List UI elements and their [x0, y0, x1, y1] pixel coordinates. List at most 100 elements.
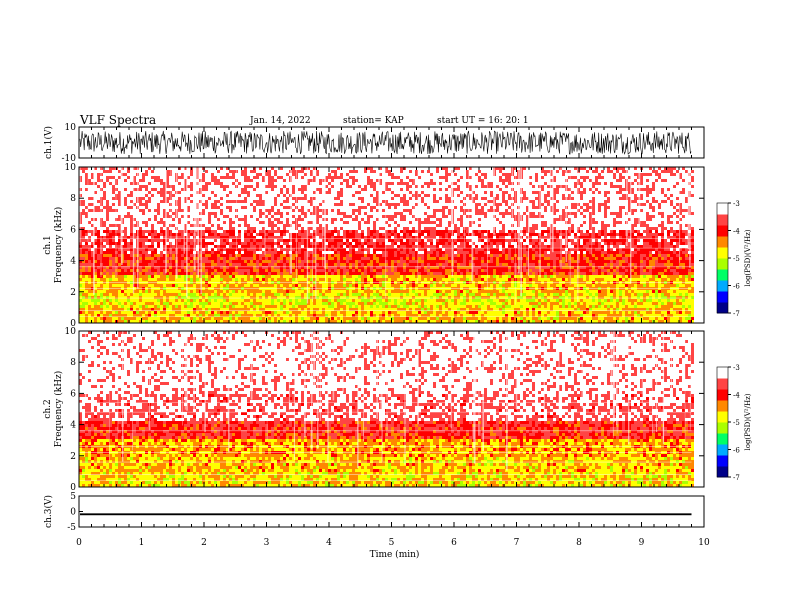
spectrogram-cell	[217, 227, 220, 230]
spectrogram-cell	[430, 191, 433, 194]
spectrogram-cell	[634, 218, 637, 221]
spectrogram-cell	[652, 170, 655, 173]
spectrogram-cell	[244, 200, 247, 203]
spectrogram-cell	[346, 224, 349, 227]
spectrogram-cell	[439, 230, 442, 233]
spectrogram-cell	[598, 185, 601, 188]
spectrogram-cell	[544, 224, 547, 227]
spectrogram-cell	[181, 218, 184, 221]
spectrogram-cell	[631, 173, 634, 176]
spectrogram-cell	[142, 185, 145, 188]
spectrogram-cell	[139, 224, 142, 227]
spectrogram-cell	[448, 194, 451, 197]
spectrogram-cell	[601, 224, 604, 227]
spectrogram-cell	[205, 188, 208, 191]
spectrogram-cell	[250, 203, 253, 206]
spectrogram-cell	[373, 176, 376, 179]
spectrogram-cell	[124, 170, 127, 173]
spectrogram-cell	[499, 203, 502, 206]
spectrogram-cell	[682, 191, 685, 194]
spectrogram-cell	[316, 197, 319, 200]
spectrogram-cell	[370, 212, 373, 215]
spectrogram-cell	[394, 203, 397, 206]
spectrogram-cell	[619, 188, 622, 191]
spectrogram-cell	[616, 212, 619, 215]
spectrogram-cell	[214, 197, 217, 200]
spectrogram-cell	[226, 218, 229, 221]
spectrogram-cell	[358, 179, 361, 182]
spectrogram-cell	[286, 224, 289, 227]
spectrogram-cell	[190, 170, 193, 173]
spectrogram-cell	[283, 179, 286, 182]
spectrogram-cell	[211, 215, 214, 218]
spectrogram-cell	[115, 206, 118, 209]
spectrogram-cell	[253, 209, 256, 212]
spectrogram-cell	[580, 227, 583, 230]
spectrogram-cell	[547, 191, 550, 194]
spectrogram-cell	[436, 194, 439, 197]
spectrogram-cell	[331, 233, 334, 236]
spectrogram-cell	[256, 239, 259, 242]
spectrogram-cell	[433, 224, 436, 227]
spectrogram-cell	[649, 185, 652, 188]
spectrogram-cell	[607, 182, 610, 185]
spectrogram-cell	[331, 206, 334, 209]
spectrogram-cell	[622, 233, 625, 236]
spectrogram-cell	[556, 233, 559, 236]
spectrogram-cell	[259, 197, 262, 200]
spectrogram-cell	[319, 206, 322, 209]
spectrogram-cell	[406, 233, 409, 236]
spectrogram-cell	[328, 233, 331, 236]
spectrogram-cell	[616, 182, 619, 185]
spectrogram-cell	[589, 206, 592, 209]
spectrogram-cell	[352, 182, 355, 185]
spectrogram-cell	[151, 176, 154, 179]
spectrogram-cell	[214, 212, 217, 215]
spectrogram-cell	[406, 188, 409, 191]
spectrogram-cell	[241, 215, 244, 218]
spectrogram-cell	[298, 227, 301, 230]
spectrogram-cell	[148, 179, 151, 182]
spectrogram-cell	[667, 188, 670, 191]
spectrogram-cell	[82, 206, 85, 209]
spectrogram-cell	[334, 191, 337, 194]
spectrogram-cell	[301, 182, 304, 185]
spectrogram-cell	[490, 227, 493, 230]
spectrogram-cell	[598, 173, 601, 176]
spectrogram-cell	[256, 170, 259, 173]
spectrogram-cell	[571, 224, 574, 227]
spectrogram-cell	[418, 227, 421, 230]
spectrogram-cell	[127, 170, 130, 173]
spectrogram-cell	[280, 176, 283, 179]
spectrogram-cell	[172, 176, 175, 179]
spectrogram-cell	[223, 200, 226, 203]
spectrogram-cell	[337, 212, 340, 215]
spectrogram-cell	[259, 212, 262, 215]
spectrogram-cell	[667, 179, 670, 182]
spectrogram-cell	[481, 176, 484, 179]
spectrogram-cell	[214, 233, 217, 236]
spectrogram-cell	[676, 233, 679, 236]
spectrogram-cell	[286, 206, 289, 209]
spectrogram-cell	[430, 173, 433, 176]
spectrogram-cell	[301, 179, 304, 182]
spectrogram-cell	[103, 215, 106, 218]
spectrogram-cell	[97, 212, 100, 215]
spectrogram-cell	[499, 209, 502, 212]
spectrogram-cell	[562, 191, 565, 194]
spectrogram-cell	[433, 221, 436, 224]
spectrogram-cell	[586, 173, 589, 176]
spectrogram-cell	[160, 188, 163, 191]
spectrogram-cell	[436, 227, 439, 230]
spectrogram-cell	[436, 221, 439, 224]
spectrogram-cell	[589, 221, 592, 224]
spectrogram-cell	[286, 218, 289, 221]
spectrogram-cell	[241, 203, 244, 206]
spectrogram-cell	[604, 203, 607, 206]
spectrogram-cell	[181, 173, 184, 176]
spectrogram-cell	[532, 209, 535, 212]
spectrogram-cell	[85, 224, 88, 227]
spectrogram-cell	[223, 194, 226, 197]
spectrogram-cell	[280, 227, 283, 230]
spectrogram-cell	[661, 200, 664, 203]
